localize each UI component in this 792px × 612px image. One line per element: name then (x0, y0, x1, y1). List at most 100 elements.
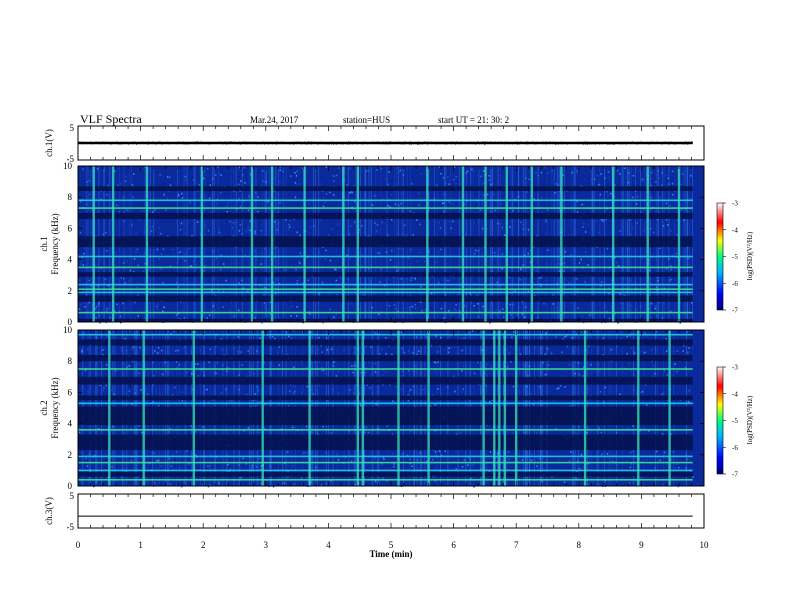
spectrogram-cell (535, 269, 538, 272)
spectrogram-cell (645, 351, 647, 353)
spectrogram-cell (176, 483, 179, 486)
spectrogram-line (78, 291, 693, 294)
spectrogram-cell (88, 193, 90, 196)
spectrogram-cell (560, 385, 563, 387)
spectrogram-cell (412, 230, 414, 233)
spectrogram-cell (489, 321, 491, 324)
spectrogram-cell (411, 183, 413, 185)
spectrogram-cell (107, 284, 110, 287)
spectrogram-cell (129, 384, 131, 387)
spectrogram-cell (253, 258, 255, 260)
spectrogram-cell (163, 306, 165, 308)
spectrogram-cell (315, 431, 317, 433)
spectrogram-cell (265, 181, 267, 184)
spectrogram-cell (135, 233, 137, 235)
spectrogram-cell (245, 314, 248, 317)
ch1-waveform-panel: 5 -5 ch.1(V) (44, 123, 705, 164)
spectrogram-cell (344, 400, 346, 403)
spectrogram-cell (555, 261, 558, 263)
spectrogram-cell (79, 208, 81, 211)
spectrogram-cell (283, 330, 285, 332)
spectrogram-cell (369, 232, 371, 235)
spectrogram-cell (387, 204, 389, 207)
spectrogram-cell (332, 194, 335, 196)
spectrogram-cell (171, 270, 173, 273)
spectrogram-cell (165, 426, 167, 428)
spectrogram-cell (178, 312, 180, 315)
spectrogram-cell (295, 268, 297, 271)
spectrogram-cell (474, 345, 477, 347)
spectrogram-cell (261, 287, 263, 289)
spectrogram-cell (542, 330, 544, 332)
spectrogram-cell (501, 459, 503, 462)
spectrogram-cell (320, 257, 322, 260)
spectrogram-cell (136, 248, 139, 251)
spectrogram-cell (299, 252, 302, 254)
spectrogram-cell (486, 374, 488, 377)
spectrogram-cell (588, 286, 590, 289)
spectrogram-cell (442, 345, 444, 348)
spectrogram-cell (258, 286, 260, 288)
spectrogram-cell (489, 254, 491, 257)
spectrogram-cell (267, 271, 269, 273)
spectrogram-cell (159, 173, 161, 176)
spectrogram-cell (376, 234, 378, 237)
spectrogram-cell (687, 400, 690, 403)
spectrogram-cell (78, 431, 81, 434)
spectrogram-cell (150, 167, 152, 170)
spectrogram-cell (259, 401, 262, 403)
spectrogram-cell (488, 179, 491, 181)
spectrogram-cell (394, 353, 396, 356)
spectrogram-cell (422, 179, 425, 182)
spectrogram-cell (503, 201, 505, 204)
spectrogram-cell (523, 316, 526, 318)
spectrogram-cell (653, 405, 656, 408)
spectrogram-cell (318, 181, 321, 183)
spectrogram-cell (335, 313, 337, 315)
spectrogram-cell (535, 286, 537, 289)
spectrogram-cell (595, 190, 598, 193)
spectrogram-cell (240, 251, 242, 254)
spectrogram-cell (158, 227, 160, 230)
spectrogram-cell (83, 280, 85, 282)
spectrogram-cell (222, 197, 224, 200)
spectrogram-cell (173, 331, 176, 333)
spectrogram-cell (154, 232, 157, 234)
spectrogram-cell (589, 314, 591, 316)
spectrogram-cell (280, 175, 282, 177)
spectrogram-cell (292, 251, 294, 253)
spectrogram-cell (365, 170, 368, 172)
spectrogram-cell (202, 177, 205, 180)
spectrogram-cell (273, 256, 275, 259)
spectrogram-cell (194, 363, 197, 365)
spectrogram-cell (350, 229, 352, 231)
spectrogram-cell (375, 483, 377, 485)
spectrogram-cell (564, 250, 567, 253)
spectrogram-cell (561, 353, 563, 355)
spectrogram-cell (190, 222, 192, 224)
spectrogram-cell (451, 314, 453, 317)
spectrogram-cell (249, 480, 252, 483)
spectrogram-cell (345, 184, 347, 186)
spectrogram-cell (293, 282, 295, 285)
spectrogram-cell (401, 256, 404, 259)
spectrogram-cell (382, 374, 384, 376)
spectrogram-cell (618, 225, 621, 228)
spectrogram-cell (113, 393, 116, 396)
spectrogram-cell (180, 222, 183, 225)
spectrogram-cell (563, 260, 565, 262)
spectrogram-cell (690, 174, 692, 177)
spectrogram-cell (380, 268, 382, 271)
spectrogram-cell (421, 463, 423, 466)
spectrogram-cell (105, 384, 108, 387)
spectrogram-cell (601, 218, 603, 221)
spectrogram-cell (382, 227, 384, 229)
spectrogram-cell (189, 225, 191, 227)
spectrogram-cell (500, 389, 502, 392)
spectrogram-cell (659, 193, 661, 196)
spectrogram-cell (669, 276, 671, 278)
spectrogram-cell (139, 218, 141, 221)
spectrogram-cell (139, 205, 142, 208)
spectrogram-cell (182, 204, 184, 206)
spectrogram-cell (239, 224, 241, 226)
